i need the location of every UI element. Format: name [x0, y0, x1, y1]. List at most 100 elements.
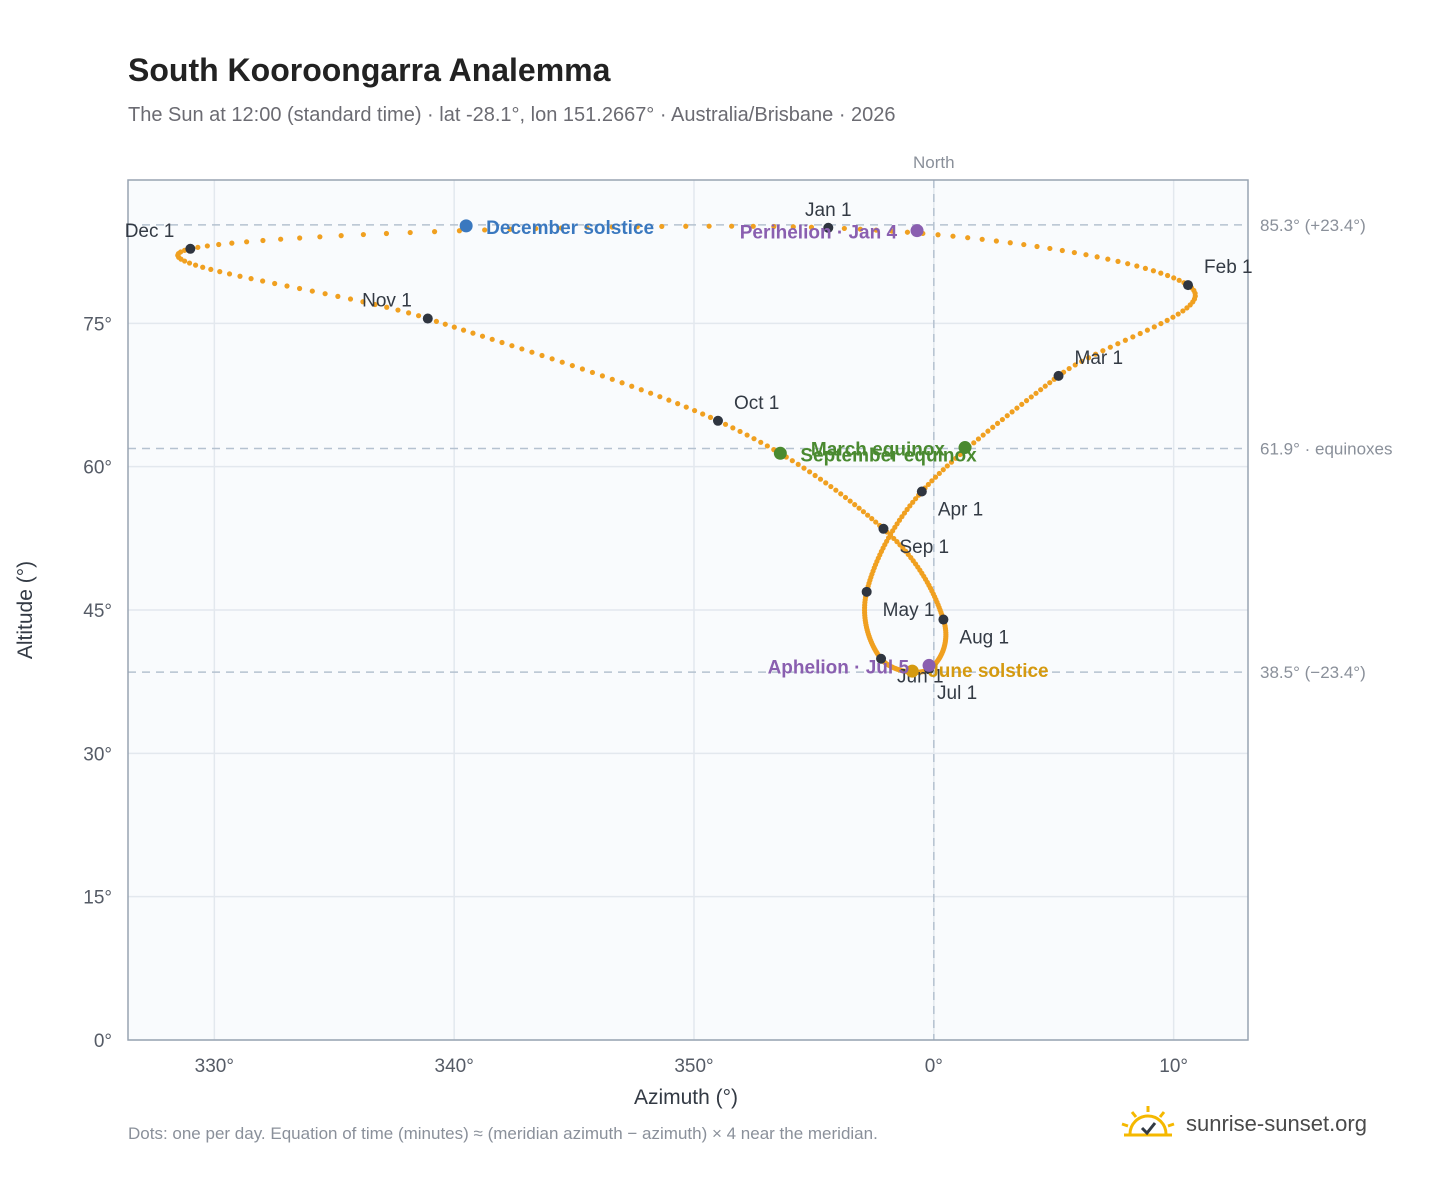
analemma-day-point [1130, 334, 1136, 340]
footnote: Dots: one per day. Equation of time (min… [128, 1124, 878, 1143]
brand-name: sunrise-sunset.org [1186, 1111, 1367, 1136]
analemma-day-point [549, 356, 555, 362]
analemma-day-point [433, 318, 440, 324]
analemma-day-point [659, 223, 665, 230]
analemma-day-point [1171, 275, 1177, 281]
analemma-day-point [634, 224, 640, 230]
analemma-day-point [1038, 387, 1044, 393]
analemma-day-point [415, 313, 422, 319]
analemma-day-point [278, 236, 284, 242]
month-marker [823, 222, 834, 233]
analemma-day-point [993, 238, 999, 244]
analemma-day-point [1092, 351, 1099, 357]
x-tick-label: 0° [925, 1056, 943, 1077]
analemma-day-point [372, 301, 378, 308]
analemma-day-point [838, 491, 844, 497]
analemma-day-point [1072, 362, 1078, 368]
reference-line-label: 38.5° (−23.4°) [1260, 663, 1366, 682]
analemma-day-point [812, 472, 818, 479]
analemma-day-point [335, 293, 341, 299]
x-tick-label: 330° [195, 1056, 234, 1077]
event-marker [459, 219, 473, 233]
analemma-day-point [1122, 337, 1128, 343]
analemma-day-point [217, 269, 223, 275]
analemma-day-point [1158, 270, 1164, 276]
analemma-day-point [808, 224, 815, 230]
analemma-day-point [260, 278, 266, 284]
analemma-day-point [940, 467, 946, 473]
analemma-day-point [347, 296, 354, 302]
analemma-day-point [910, 499, 916, 505]
reference-line-label: 61.9° · equinoxes [1260, 440, 1393, 459]
analemma-day-point [479, 333, 486, 339]
month-marker [876, 653, 887, 664]
analemma-day-point [925, 481, 931, 488]
month-marker [916, 486, 927, 497]
analemma-day-point [891, 535, 897, 542]
analemma-day-point [226, 271, 233, 277]
analemma-day-point [1047, 245, 1053, 252]
month-label: Jul 1 [937, 683, 977, 704]
analemma-day-point [1034, 243, 1040, 250]
analemma-day-point [1023, 398, 1030, 404]
analemma-day-point [599, 373, 606, 379]
plot-frame [127, 179, 1249, 1041]
analemma-day-point [935, 232, 941, 238]
analemma-day-point [860, 509, 867, 515]
analemma-day-point [994, 420, 1001, 426]
analemma-day-point [889, 228, 895, 234]
analemma-day-point [807, 469, 813, 475]
analemma-day-point [913, 496, 919, 502]
analemma-day-point [470, 330, 476, 336]
analemma-day-point [1085, 355, 1092, 361]
analemma-day-point [873, 519, 879, 525]
analemma-day-point [936, 470, 942, 477]
analemma-day-point [499, 339, 505, 346]
analemma-day-point [975, 436, 982, 442]
month-label: Aug 1 [959, 628, 1009, 649]
analemma-day-point [1083, 252, 1089, 258]
month-marker [1183, 280, 1194, 291]
analemma-day-point [1184, 305, 1190, 311]
analemma-day-point [730, 425, 736, 431]
analemma-day-point [887, 532, 894, 538]
analemma-day-point [852, 502, 858, 508]
analemma-day-point [979, 236, 985, 242]
analemma-day-point [856, 505, 862, 511]
analemma-day-point [272, 280, 278, 287]
analemma-day-point [817, 476, 824, 482]
analemma-day-point [828, 483, 834, 490]
analemma-day-point [360, 299, 366, 305]
analemma-day-point [907, 503, 913, 509]
analemma-day-point [1033, 390, 1039, 396]
analemma-day-point [842, 494, 849, 501]
analemma-day-point [338, 233, 344, 239]
month-marker [712, 415, 723, 426]
analemma-day-point [750, 223, 756, 229]
analemma-day-point [1164, 272, 1171, 279]
analemma-day-point [1115, 258, 1121, 264]
analemma-day-point [559, 359, 565, 365]
analemma-day-point [729, 223, 735, 229]
x-tick-label: 10° [1159, 1056, 1188, 1077]
analemma-day-point [790, 224, 796, 230]
event-label: June solstice [928, 661, 1048, 682]
month-label: May 1 [883, 600, 935, 621]
analemma-day-point [1142, 265, 1149, 271]
x-axis-label: Azimuth (°) [634, 1086, 738, 1109]
analemma-day-point [509, 343, 515, 349]
analemma-day-point [691, 407, 698, 414]
analemma-day-point [360, 231, 366, 238]
analemma-day-point [1105, 256, 1111, 262]
analemma-day-point [237, 273, 243, 279]
analemma-day-point [795, 461, 801, 468]
event-marker [905, 664, 919, 678]
analemma-day-point [1144, 327, 1150, 333]
month-label: Jan 1 [805, 200, 851, 221]
analemma-day-point [707, 414, 714, 420]
month-label: Feb 1 [1204, 257, 1253, 278]
analemma-day-point [894, 539, 900, 545]
analemma-day-point [529, 349, 535, 355]
month-label: Apr 1 [938, 500, 983, 521]
brand[interactable]: sunrise-sunset.org [1120, 1104, 1367, 1144]
